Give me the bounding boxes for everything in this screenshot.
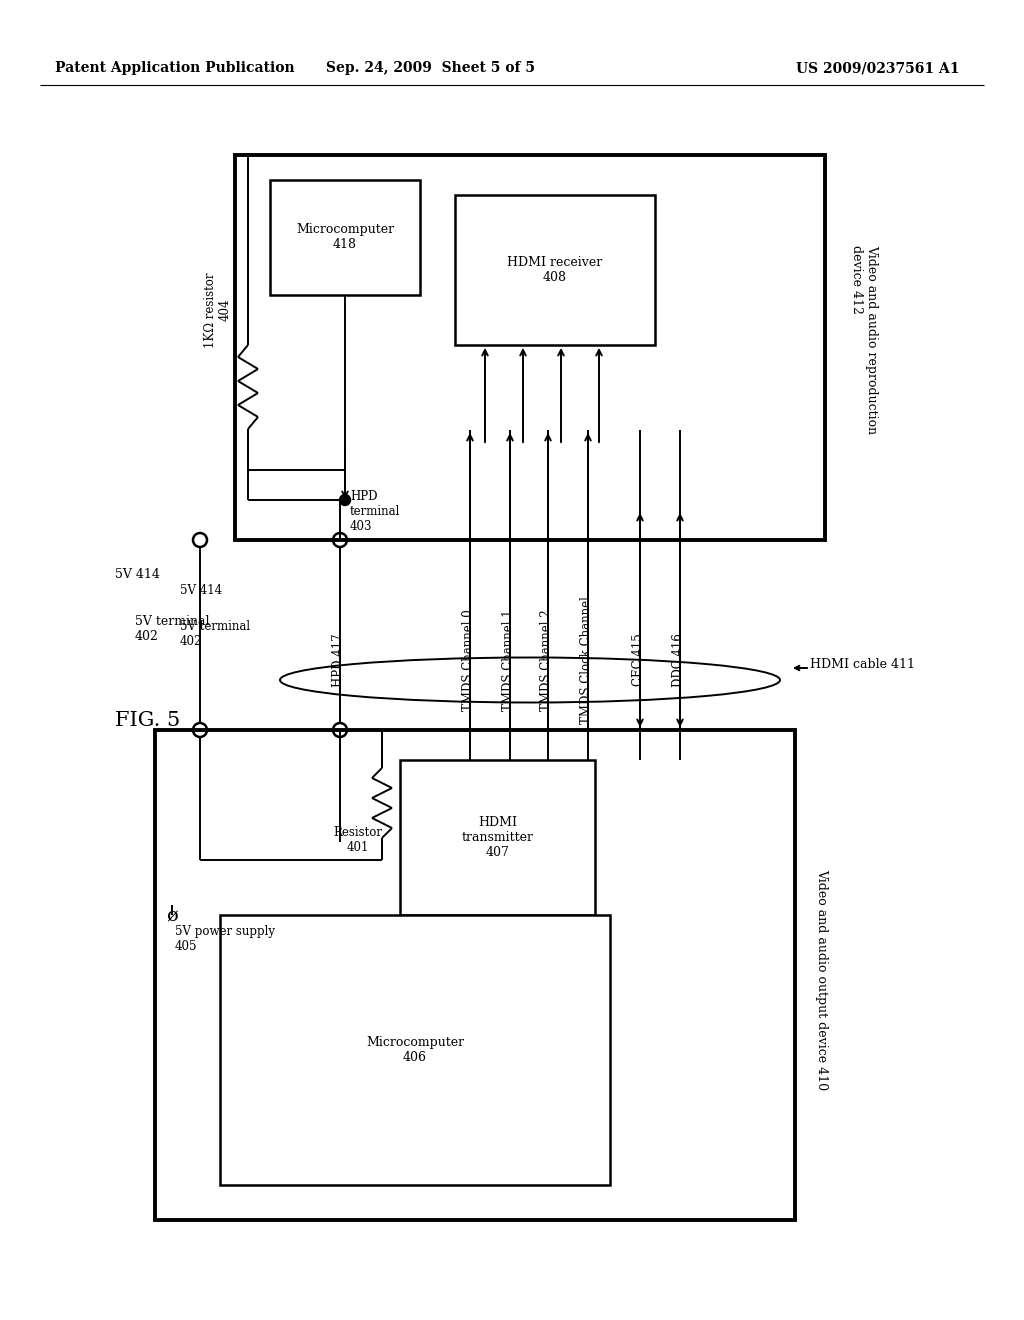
Text: DDC 416: DDC 416 xyxy=(672,634,684,686)
Text: HDMI cable 411: HDMI cable 411 xyxy=(810,659,915,672)
Text: CEC 415: CEC 415 xyxy=(632,634,644,686)
Text: Resistor
401: Resistor 401 xyxy=(334,826,383,854)
Bar xyxy=(234,154,825,540)
Text: TMDS Clock Channel: TMDS Clock Channel xyxy=(580,597,593,723)
Bar xyxy=(400,760,595,915)
Text: 1KΩ resistor
404: 1KΩ resistor 404 xyxy=(204,272,232,347)
Text: 5V 414: 5V 414 xyxy=(115,569,160,582)
Bar xyxy=(270,180,420,294)
Circle shape xyxy=(340,495,350,506)
Text: HDMI
transmitter
407: HDMI transmitter 407 xyxy=(462,816,534,859)
Text: 5V terminal
402: 5V terminal 402 xyxy=(180,620,250,648)
Text: HPD
terminal
403: HPD terminal 403 xyxy=(350,490,400,533)
Text: Video and audio output device 410: Video and audio output device 410 xyxy=(815,870,828,1090)
Text: Video and audio reproduction
device 412: Video and audio reproduction device 412 xyxy=(850,246,878,434)
Text: Microcomputer
418: Microcomputer 418 xyxy=(296,223,394,252)
Text: 5V 414: 5V 414 xyxy=(180,583,222,597)
Text: 5V terminal
402: 5V terminal 402 xyxy=(135,615,210,643)
Ellipse shape xyxy=(280,657,780,702)
Text: TMDS Channel 1: TMDS Channel 1 xyxy=(502,610,514,710)
Bar xyxy=(155,730,795,1220)
Text: Sep. 24, 2009  Sheet 5 of 5: Sep. 24, 2009 Sheet 5 of 5 xyxy=(326,61,535,75)
Text: Patent Application Publication: Patent Application Publication xyxy=(55,61,295,75)
Text: US 2009/0237561 A1: US 2009/0237561 A1 xyxy=(797,61,961,75)
Text: TMDS Channel 2: TMDS Channel 2 xyxy=(540,610,553,710)
Bar xyxy=(220,915,610,1185)
Text: FIG. 5: FIG. 5 xyxy=(115,710,180,730)
Text: 5V power supply
405: 5V power supply 405 xyxy=(175,925,275,953)
Bar xyxy=(455,195,655,345)
Text: Microcomputer
406: Microcomputer 406 xyxy=(366,1036,464,1064)
Text: HDMI receiver
408: HDMI receiver 408 xyxy=(507,256,603,284)
Text: TMDS Channel 0: TMDS Channel 0 xyxy=(462,609,474,711)
Text: ø: ø xyxy=(166,907,178,925)
Text: HPD 417: HPD 417 xyxy=(332,634,344,686)
